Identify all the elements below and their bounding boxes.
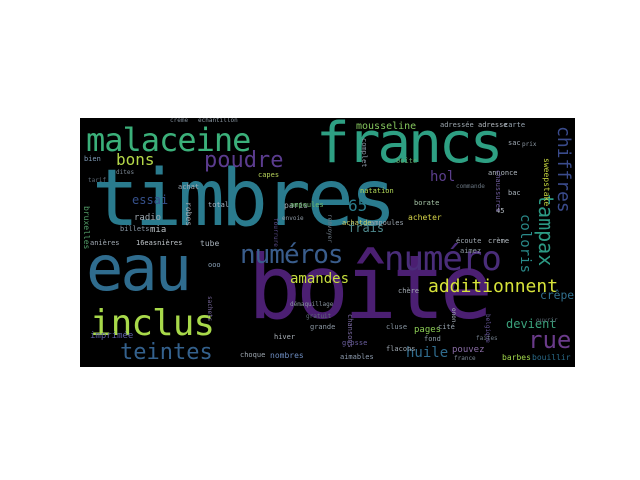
word: natation (360, 187, 394, 195)
word: fourrure (272, 218, 279, 247)
word: commande (456, 183, 485, 190)
word: aimables (340, 353, 374, 361)
word: cité (438, 323, 455, 331)
word: nombres (270, 351, 304, 360)
word: additionnent (428, 276, 559, 297)
word: hol (430, 169, 456, 185)
word: tube (200, 239, 220, 248)
word: bouillir (532, 353, 571, 362)
word: crème (488, 237, 510, 245)
word: onon (450, 308, 457, 323)
word: teintes (120, 340, 213, 365)
word: adresse (478, 121, 508, 129)
word: envoie (282, 215, 304, 222)
word: 16easnières (136, 239, 183, 247)
word: numéros (240, 240, 344, 270)
word: cluse (386, 323, 408, 331)
word: frais (348, 221, 385, 235)
word: bruxelles (82, 206, 91, 250)
word: 65 (348, 196, 368, 215)
word: faites (476, 335, 498, 342)
word: sac (508, 139, 521, 147)
word: france (454, 355, 476, 362)
word: adressée (440, 121, 474, 129)
word: mia (150, 225, 167, 235)
word: eau (86, 232, 192, 305)
word: barbes (502, 353, 531, 362)
word: capes (258, 171, 280, 179)
word: gratuit (306, 313, 332, 320)
word: malaceine (86, 121, 251, 159)
word: paris (284, 201, 309, 210)
word: billets (120, 225, 150, 233)
word: pouvez (452, 345, 485, 355)
word: écoute (456, 237, 482, 245)
word-cloud: timbres boîte eau francs malaceine inclu… (80, 118, 575, 367)
word: ampoules (370, 219, 404, 227)
word: achat (178, 183, 200, 191)
word: tarif (88, 177, 107, 184)
word: francs (316, 118, 503, 176)
word: ampoules (290, 201, 324, 209)
word: fond (424, 335, 441, 343)
word: crème (170, 118, 189, 124)
word: carte (504, 121, 526, 129)
word: aimez (460, 247, 482, 255)
word: rue (528, 326, 572, 354)
word: robes (184, 202, 193, 227)
word: coloris (517, 214, 533, 274)
word: 45 (496, 207, 505, 215)
word: radio (134, 213, 162, 223)
word: annonce (488, 169, 518, 177)
word: belgique (484, 314, 491, 343)
word: boîte (248, 236, 493, 339)
word: imprimée (90, 331, 134, 341)
word: grosse (342, 339, 368, 347)
word: flacons (386, 345, 416, 353)
word: chansons (346, 314, 354, 348)
word: bien (84, 155, 101, 163)
word: chaussures (494, 170, 502, 213)
word: huile (406, 345, 449, 361)
word: total (208, 201, 230, 209)
word: borate (414, 199, 440, 207)
word: bac (508, 189, 521, 197)
word: dites (116, 169, 135, 176)
word: démaquillage (290, 301, 334, 308)
word: boîte (396, 157, 418, 165)
word: renvoyer (326, 214, 333, 243)
word: hiver (274, 333, 296, 341)
word: tampax (534, 194, 558, 267)
word: grande (310, 323, 336, 331)
word: prix (522, 141, 537, 148)
word: timbres (92, 154, 397, 244)
word: crêpe (540, 288, 575, 303)
word: échantillon (198, 118, 238, 124)
word: numéro (384, 239, 502, 279)
word: inclus (90, 303, 215, 344)
word: poudre (204, 148, 284, 173)
word: ouvrir (536, 317, 558, 324)
word: bons (116, 150, 155, 169)
word: chère (398, 287, 420, 295)
word: devient (506, 317, 557, 331)
word: complet (360, 138, 368, 168)
word: ooo (208, 261, 221, 269)
word: sachets (206, 296, 213, 322)
word: mousseline (356, 121, 417, 132)
word: sweepstake (542, 158, 551, 207)
word: choque (240, 351, 266, 359)
word: pages (414, 325, 442, 335)
word: chiffres (553, 126, 574, 213)
word: acheter (408, 213, 442, 222)
word: amandes (290, 271, 350, 287)
word: anières (90, 239, 120, 247)
word: essai (132, 193, 169, 207)
word: achatde (342, 219, 372, 227)
